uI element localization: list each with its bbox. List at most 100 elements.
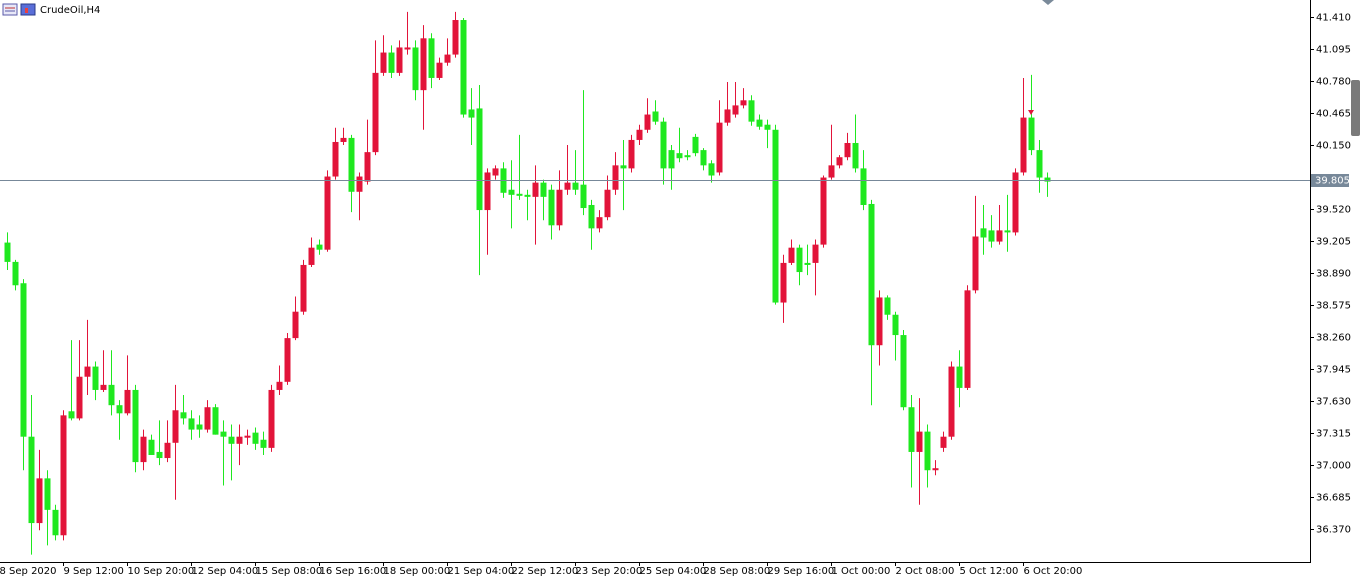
candle-body (244, 435, 251, 438)
candle-body (924, 431, 931, 471)
candle-body (492, 168, 499, 176)
y-tick-label: 40.465 (1316, 109, 1351, 120)
candle-body (892, 314, 899, 336)
candle-body (916, 431, 923, 452)
candle-body (4, 242, 11, 262)
candle-body (812, 244, 819, 263)
candle-body (212, 407, 219, 435)
candle-body (716, 122, 723, 173)
candle-body (436, 62, 443, 78)
candle-body (348, 137, 355, 192)
x-tick-label: 5 Oct 12:00 (960, 566, 1019, 577)
candle-body (260, 439, 267, 448)
candle-body (372, 72, 379, 153)
candle-body (380, 52, 387, 73)
candle-body (980, 228, 987, 238)
candle-body (1044, 177, 1051, 182)
candle-body (188, 418, 195, 430)
candle-body (268, 389, 275, 448)
candle-body (868, 203, 875, 346)
candle-body (620, 165, 627, 169)
candle-body (692, 136, 699, 154)
candle-body (308, 247, 315, 265)
candle-body (668, 150, 675, 169)
candle-body (124, 389, 131, 414)
candle-body (252, 432, 259, 444)
y-tick-label: 36.685 (1316, 493, 1351, 504)
candle-body (12, 261, 19, 286)
candle-body (884, 297, 891, 315)
candle-body (204, 407, 211, 430)
candle-body (516, 193, 523, 196)
candle-body (932, 468, 939, 471)
candle-body (1020, 117, 1027, 173)
x-tick-label: 16 Sep 16:00 (320, 566, 387, 577)
candle-body (236, 436, 243, 444)
candle-body (788, 247, 795, 263)
candle-body (644, 114, 651, 130)
candle-body (564, 182, 571, 190)
candle-body (588, 204, 595, 229)
candle-body (748, 100, 755, 122)
y-tick-label: 37.945 (1316, 365, 1351, 376)
candle-body (316, 244, 323, 250)
candle-body (596, 217, 603, 229)
y-tick-label: 36.370 (1316, 525, 1351, 536)
candle-body (660, 121, 667, 169)
candle-body (852, 142, 859, 169)
candle-body (988, 230, 995, 242)
x-tick-label: 28 Sep 08:00 (704, 566, 771, 577)
candle-body (388, 52, 395, 73)
candle-body (116, 405, 123, 414)
candle-body (876, 297, 883, 346)
sell-arrow (1028, 110, 1034, 115)
x-tick-label: 10 Sep 20:00 (128, 566, 195, 577)
candle-body (452, 20, 459, 55)
x-tick-label: 15 Sep 08:00 (256, 566, 323, 577)
y-tick-label: 41.095 (1316, 45, 1351, 56)
x-tick-label: 18 Sep 00:00 (384, 566, 451, 577)
symbol-icons (2, 3, 36, 16)
candle-body (52, 509, 59, 536)
bid-label: 39.805 (1315, 176, 1350, 187)
candle-body (284, 338, 291, 382)
y-tick-label: 38.890 (1316, 269, 1351, 280)
candle-body (196, 424, 203, 430)
candle-body (44, 478, 51, 510)
candle-body (404, 47, 411, 50)
candle-body (764, 124, 771, 130)
plot-area (4, 11, 1051, 555)
candle-body (476, 108, 483, 211)
candle-body (652, 111, 659, 122)
candle-body (1036, 150, 1043, 178)
candle-body (300, 264, 307, 312)
x-tick-label: 9 Sep 12:00 (64, 566, 124, 577)
candle-body (828, 165, 835, 178)
y-tick-label: 39.520 (1316, 205, 1351, 216)
candle-body (292, 311, 299, 339)
candle-body (324, 176, 331, 250)
candle-body (900, 335, 907, 408)
candle-body (732, 105, 739, 115)
candle-body (468, 109, 475, 118)
scale-handle[interactable] (1351, 80, 1360, 136)
candle-body (276, 381, 283, 390)
candle-body (508, 189, 515, 195)
candle-body (484, 172, 491, 211)
candle-body (940, 436, 947, 448)
candle-body (140, 436, 147, 463)
candle-body (1004, 230, 1011, 233)
candle-body (92, 366, 99, 390)
candle-body (28, 436, 35, 524)
bid-label-box (1311, 174, 1349, 187)
candle-body (956, 366, 963, 388)
icon (2, 3, 18, 16)
x-tick-label: 2 Oct 08:00 (896, 566, 955, 577)
candle-body (540, 182, 547, 197)
candle-body (156, 451, 163, 459)
candle-body (524, 194, 531, 197)
candle-body (948, 366, 955, 437)
candle-body (708, 163, 715, 176)
y-tick-label: 38.260 (1316, 333, 1351, 344)
